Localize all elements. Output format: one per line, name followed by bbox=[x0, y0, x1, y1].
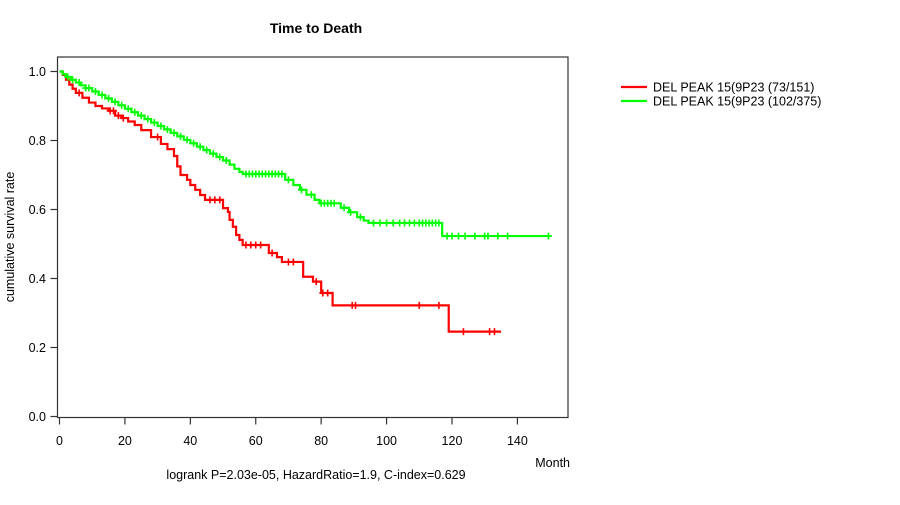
x-tick-label: 100 bbox=[376, 434, 397, 448]
x-tick-label: 140 bbox=[507, 434, 528, 448]
x-tick-label: 80 bbox=[314, 434, 328, 448]
plot-box bbox=[56, 56, 569, 419]
plot-layer: 0 20 40 60 80 100 120 140 0.0 0.2 0.4 0.6 0.8 1.0 bbox=[29, 65, 552, 448]
y-tick-label: 0.0 bbox=[29, 410, 46, 424]
stats-annotation: logrank P=2.03e-05, HazardRatio=1.9, C-i… bbox=[166, 468, 465, 482]
y-tick-label: 0.8 bbox=[29, 134, 46, 148]
x-tick-label: 60 bbox=[249, 434, 263, 448]
legend-label-green: DEL PEAK 15(9P23 (102/375) bbox=[653, 95, 821, 109]
km-curve-1 bbox=[59, 70, 551, 238]
x-tick-label: 120 bbox=[442, 434, 463, 448]
legend: DEL PEAK 15(9P23 (73/151) DEL PEAK 15(9P… bbox=[621, 81, 821, 109]
y-tick-label: 0.4 bbox=[29, 272, 46, 286]
legend-label-red: DEL PEAK 15(9P23 (73/151) bbox=[653, 81, 814, 95]
y-tick-label: 1.0 bbox=[29, 65, 46, 79]
x-tick-label: 0 bbox=[56, 434, 63, 448]
y-axis-label: cumulative survival rate bbox=[3, 172, 17, 303]
censor-marks-1 bbox=[64, 73, 552, 240]
chart-title: Time to Death bbox=[270, 20, 362, 36]
y-tick-label: 0.2 bbox=[29, 341, 46, 355]
x-tick-label: 20 bbox=[118, 434, 132, 448]
x-tick-label: 40 bbox=[183, 434, 197, 448]
km-curve-0 bbox=[59, 70, 502, 333]
censor-marks-0 bbox=[75, 89, 499, 336]
y-tick-label: 0.6 bbox=[29, 203, 46, 217]
x-axis-label: Month bbox=[535, 456, 570, 470]
